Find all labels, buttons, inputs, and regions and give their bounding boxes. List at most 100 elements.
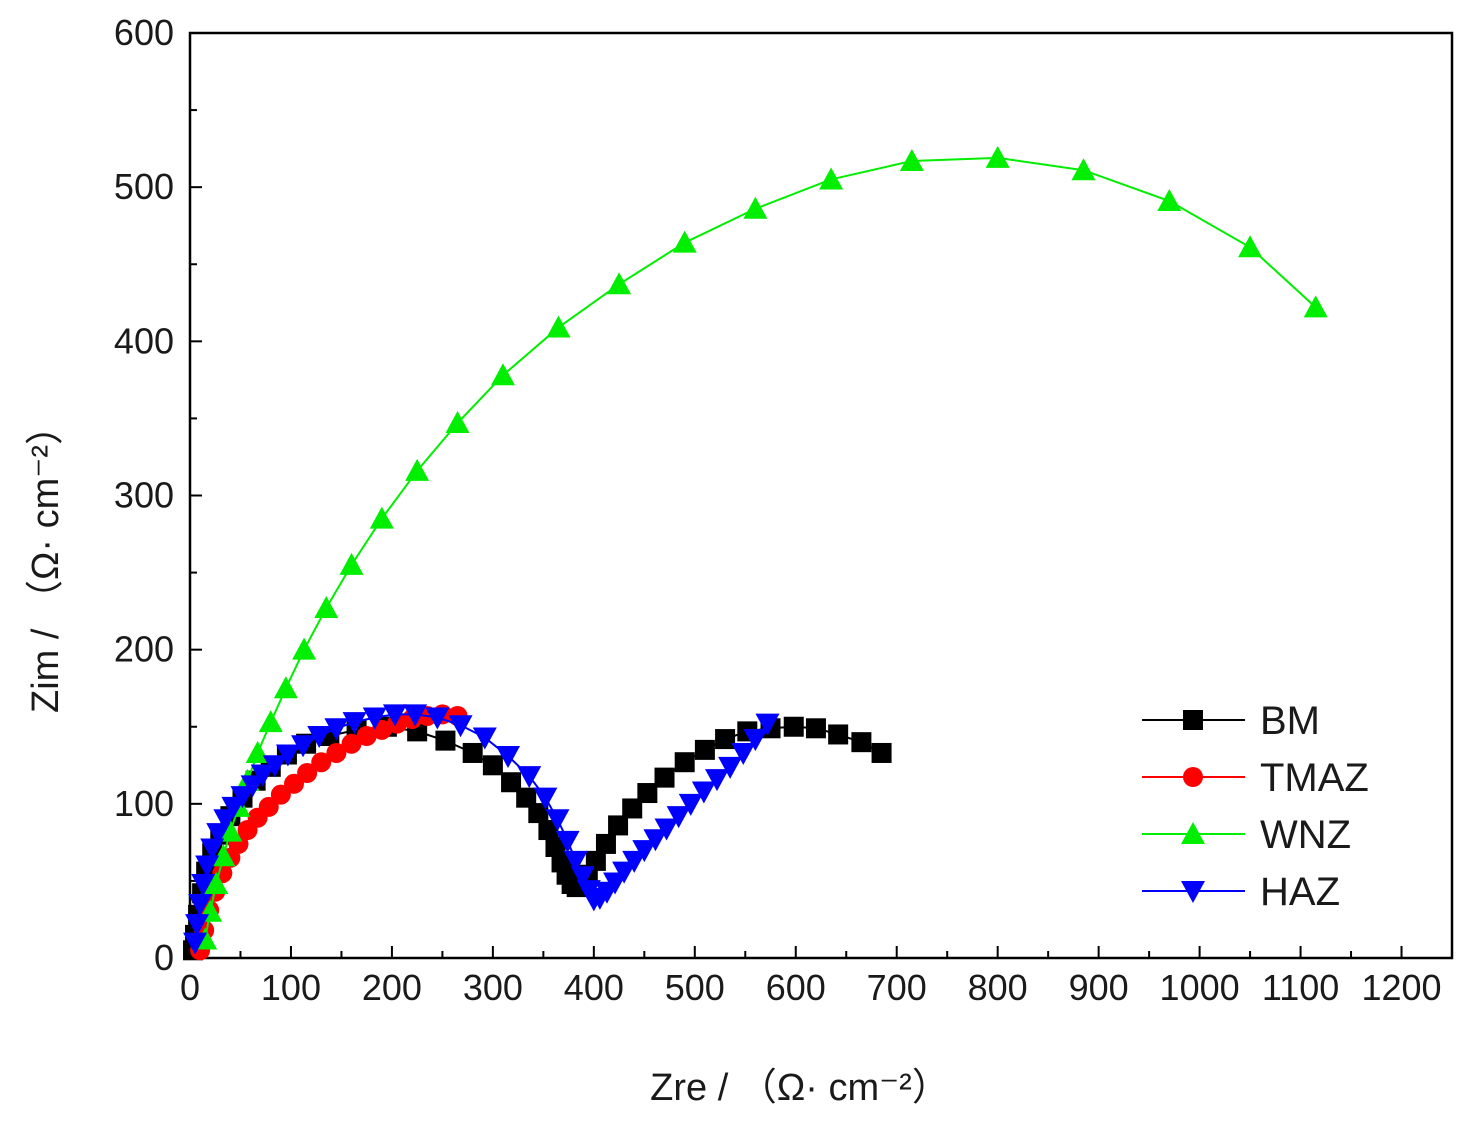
data-point-wnz (245, 740, 270, 763)
data-point-haz (448, 715, 473, 738)
data-point-haz (654, 818, 679, 841)
data-point-haz (622, 850, 647, 873)
x-tick-label: 1200 (1361, 967, 1441, 1008)
data-point-haz (185, 914, 210, 937)
legend-item-tmaz: TMAZ (1142, 756, 1369, 800)
data-point-bm (595, 833, 616, 854)
data-point-haz (188, 894, 213, 917)
y-axis-ticks: 0 100 200 300 400 500 600 (114, 12, 202, 978)
data-point-tmaz (258, 796, 279, 817)
data-point-wnz (405, 458, 430, 481)
data-point-wnz (445, 411, 470, 434)
data-point-haz (342, 712, 367, 735)
data-point-haz (275, 744, 300, 767)
data-point-bm (516, 787, 537, 808)
legend-marker (1181, 881, 1205, 903)
data-point-haz (632, 840, 657, 863)
data-point-wnz (218, 819, 243, 842)
series-haz (183, 704, 780, 955)
data-point-haz (743, 729, 768, 752)
x-tick-label: 600 (766, 967, 826, 1008)
y-tick-label: 600 (114, 12, 174, 53)
data-point-haz (403, 704, 428, 727)
x-axis-title: Zre / （Ω· cm⁻²） (650, 1067, 950, 1109)
data-point-wnz (899, 148, 924, 171)
y-tick-label: 300 (114, 475, 174, 516)
data-point-haz (230, 786, 255, 809)
data-point-bm (538, 820, 559, 841)
data-point-haz (678, 793, 703, 816)
data-point-wnz (204, 872, 229, 894)
data-point-bm (637, 783, 658, 804)
data-point-haz (324, 718, 349, 741)
legend: BM TMAZ WNZ HAZ (1142, 699, 1369, 914)
data-point-wnz (743, 196, 768, 219)
data-point-wnz (1157, 189, 1182, 212)
x-tick-label: 1000 (1160, 967, 1240, 1008)
legend-marker (1181, 822, 1205, 844)
x-tick-label: 0 (180, 967, 200, 1008)
data-point-bm (715, 729, 736, 750)
x-tick-label: 1100 (1262, 967, 1339, 1008)
series-layer (183, 145, 1328, 961)
data-point-haz (533, 787, 558, 810)
data-point-haz (425, 707, 450, 730)
data-point-haz (362, 707, 387, 730)
data-point-bm (828, 724, 849, 745)
data-point-bm (871, 742, 892, 763)
data-point-wnz (258, 710, 283, 733)
legend-item-bm: BM (1142, 699, 1320, 743)
data-point-haz (755, 713, 780, 736)
data-point-haz (691, 781, 716, 804)
data-point-haz (731, 742, 756, 765)
data-point-haz (382, 704, 407, 727)
y-tick-label: 100 (114, 783, 174, 824)
data-point-haz (472, 727, 497, 750)
legend-item-haz: HAZ (1142, 870, 1340, 914)
data-point-bm (851, 732, 872, 753)
data-point-tmaz (356, 726, 377, 746)
y-tick-label: 400 (114, 320, 174, 361)
data-point-haz (612, 861, 637, 884)
data-point-wnz (339, 552, 364, 575)
x-axis-ticks: 0 100 200 300 400 500 600 700 800 900 1000 1100 1200 (180, 946, 1442, 1008)
data-point-bm (674, 752, 695, 773)
data-point-haz (555, 830, 580, 853)
data-point-haz (718, 756, 743, 779)
data-point-haz (545, 809, 570, 832)
data-point-wnz (314, 596, 339, 619)
x-tick-label: 800 (968, 967, 1028, 1008)
series-wnz (193, 145, 1328, 950)
legend-item-wnz: WNZ (1142, 813, 1351, 857)
data-point-haz (291, 735, 316, 758)
data-point-bm (462, 742, 483, 763)
data-point-bm (694, 739, 715, 760)
data-point-wnz (490, 363, 515, 386)
data-point-haz (183, 932, 208, 955)
data-point-haz (705, 769, 730, 792)
data-point-wnz (1303, 295, 1328, 318)
x-tick-label: 400 (564, 967, 624, 1008)
data-point-haz (643, 829, 668, 852)
data-point-wnz (819, 167, 844, 190)
data-point-wnz (273, 676, 298, 699)
y-tick-label: 500 (114, 166, 174, 207)
data-point-haz (666, 806, 691, 829)
x-tick-label: 100 (261, 967, 321, 1008)
data-point-wnz (1238, 235, 1263, 258)
y-tick-label: 0 (154, 937, 174, 978)
x-tick-label: 200 (362, 967, 422, 1008)
data-point-haz (517, 766, 542, 789)
data-point-bm (545, 837, 566, 857)
x-tick-label: 900 (1069, 967, 1129, 1008)
x-tick-label: 700 (867, 967, 927, 1008)
legend-marker (1183, 710, 1203, 730)
data-point-wnz (985, 145, 1010, 168)
data-point-bm (528, 803, 549, 824)
data-point-bm (482, 755, 503, 776)
data-point-wnz (607, 272, 632, 295)
data-point-haz (240, 775, 265, 798)
data-point-haz (195, 855, 220, 878)
